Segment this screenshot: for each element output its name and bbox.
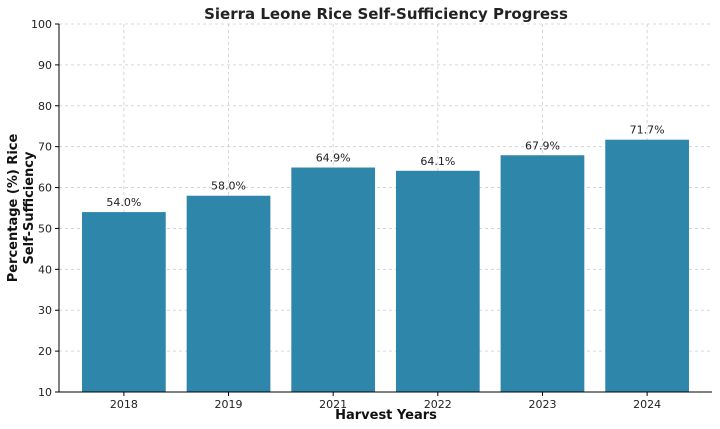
bar-2024 xyxy=(605,139,689,392)
y-axis-ticks: 10 20 30 40 50 60 70 80 90 100 xyxy=(31,18,59,399)
bar-2018 xyxy=(82,212,166,392)
data-label-2022: 64.1% xyxy=(420,155,455,168)
bar-2022 xyxy=(395,170,480,392)
y-tick-label: 70 xyxy=(38,141,52,154)
y-tick-label: 10 xyxy=(38,386,52,399)
data-labels-layer: 54.0% 58.0% 64.9% 64.1% 67.9% 71.7% xyxy=(106,124,664,209)
y-tick-label: 80 xyxy=(38,100,52,113)
y-tick-label: 50 xyxy=(38,222,52,235)
y-tick-label: 90 xyxy=(38,59,52,72)
y-tick-label: 40 xyxy=(38,263,52,276)
chart-title: Sierra Leone Rice Self-Sufficiency Progr… xyxy=(204,5,568,23)
x-axis-ticks: 2018 2019 2021 2022 2023 2024 xyxy=(110,392,661,411)
bar-2019 xyxy=(186,195,271,392)
y-tick-label: 20 xyxy=(38,345,52,358)
x-tick-label-2021: 2021 xyxy=(319,398,347,411)
y-tick-label: 60 xyxy=(38,182,52,195)
y-axis-label-line-1: Percentage (%) Rice xyxy=(6,134,21,283)
data-label-2019: 58.0% xyxy=(211,180,246,193)
y-tick-label: 100 xyxy=(31,18,52,31)
data-label-2024: 71.7% xyxy=(630,124,665,137)
y-axis-label-line-2: Self-Sufficiency xyxy=(22,151,37,265)
data-label-2018: 54.0% xyxy=(106,196,141,209)
x-axis-label: Harvest Years xyxy=(335,408,437,423)
y-tick-label: 30 xyxy=(38,304,52,317)
x-tick-label-2018: 2018 xyxy=(110,398,138,411)
bars-layer xyxy=(82,139,689,392)
data-label-2023: 67.9% xyxy=(525,139,560,152)
x-tick-label-2023: 2023 xyxy=(528,398,556,411)
bar-2023 xyxy=(500,155,585,392)
x-tick-label-2024: 2024 xyxy=(633,398,661,411)
bar-2021 xyxy=(291,167,376,392)
data-label-2021: 64.9% xyxy=(316,152,351,165)
x-tick-label-2022: 2022 xyxy=(424,398,452,411)
x-tick-label-2019: 2019 xyxy=(215,398,243,411)
